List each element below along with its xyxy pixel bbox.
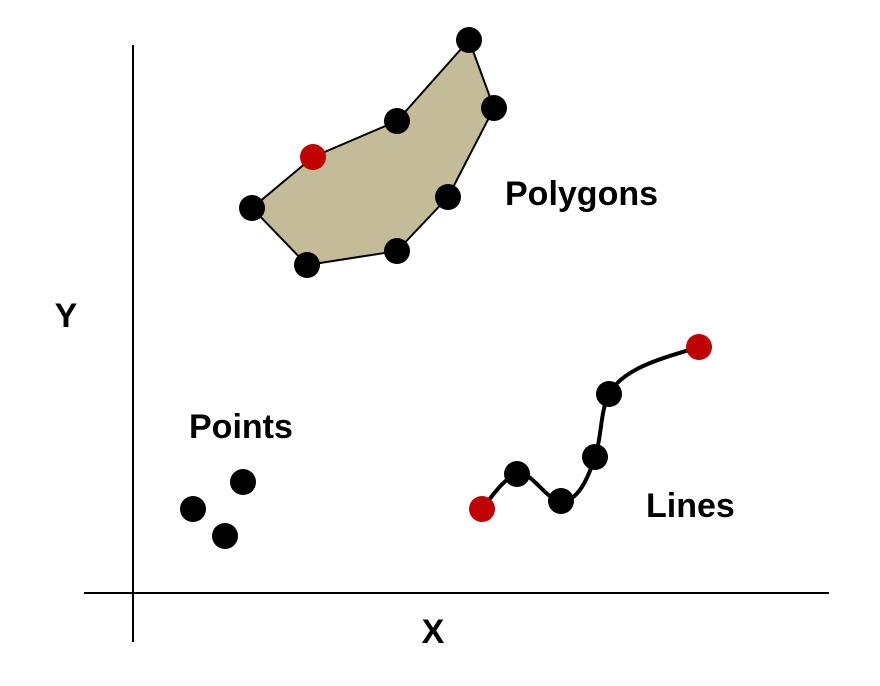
line-vertex [504,461,530,487]
polygon-vertex [384,108,410,134]
polygon-vertex [294,252,320,278]
points-label: Points [189,408,293,446]
polygon-vertex [239,195,265,221]
y-axis-label: Y [55,297,78,335]
polygon-start-vertex [300,144,326,170]
x-axis-label: X [422,613,445,651]
polygons-label: Polygons [505,175,658,213]
line-start-vertex [469,496,495,522]
line-vertex [582,444,608,470]
lines-label: Lines [646,487,735,525]
point-vertex [180,496,206,522]
line-vertex [596,381,622,407]
line-feature [469,334,712,522]
polygon-vertex [456,27,482,53]
polygon-vertex [435,184,461,210]
point-features [180,469,256,549]
polygon-vertex [481,95,507,121]
polygon-shape [250,38,496,267]
polygon-vertex [384,238,410,264]
line-end-vertex [686,334,712,360]
axes [84,45,829,642]
polygon-feature [239,27,507,278]
point-vertex [212,523,238,549]
line-vertex [548,488,574,514]
point-vertex [230,469,256,495]
